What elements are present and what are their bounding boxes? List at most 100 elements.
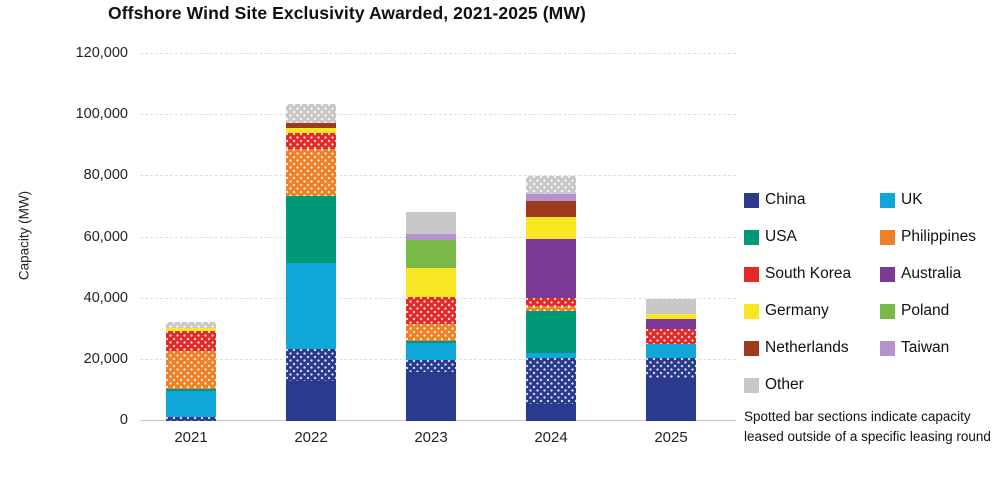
bar-segment-2025-china [646, 377, 696, 421]
bar-segment-2024-china-spotted [526, 358, 576, 404]
y-tick-label-100000: 100,000 [75, 106, 128, 123]
bar-segment-2022-netherlands [286, 123, 336, 129]
bar-segment-2021-other-spotted [166, 321, 216, 329]
bar-segment-2024-usa [526, 311, 576, 354]
bar-segment-2024-uk [526, 353, 576, 358]
gridline-80000 [140, 175, 736, 177]
legend-swatch-philippines-icon [880, 229, 895, 245]
bar-segment-2022-germany [286, 128, 336, 133]
y-tick-label-120000: 120,000 [75, 45, 128, 61]
bar-segment-2023-china [406, 372, 456, 421]
legend-item-netherlands: Netherlands [744, 339, 880, 356]
bar-segment-2025-uk [646, 343, 696, 359]
bar-segment-2021-south-korea-spotted [166, 331, 216, 351]
legend-swatch-netherlands-icon [744, 340, 759, 356]
legend-swatch-australia-icon [880, 266, 895, 282]
legend-label-philippines: Philippines [901, 228, 976, 245]
bar-2022 [286, 54, 336, 421]
bar-2021 [166, 54, 216, 421]
y-tick-label-0: 0 [119, 412, 128, 428]
legend-swatch-china-icon [744, 192, 759, 208]
legend-label-germany: Germany [765, 302, 829, 319]
legend-swatch-south-korea-icon [744, 266, 759, 282]
bar-segment-2022-other-spotted [286, 104, 336, 124]
chart-title: Offshore Wind Site Exclusivity Awarded, … [108, 3, 586, 23]
footnote: Spotted bar sections indicate capacity l… [744, 409, 991, 445]
legend-swatch-germany-icon [744, 303, 759, 319]
y-tick-label-20000: 20,000 [83, 350, 128, 367]
bar-segment-2021-philippines-spotted [166, 350, 216, 389]
plot-area [140, 53, 736, 421]
bar-2023 [406, 54, 456, 421]
bar-segment-2021-uk [166, 391, 216, 418]
bar-segment-2025-other [646, 299, 696, 314]
bar-segment-2024-other-spotted [526, 176, 576, 194]
x-tick-label-2023: 2023 [414, 429, 448, 446]
bar-segment-2024-china [526, 403, 576, 421]
bar-segment-2023-usa [406, 340, 456, 344]
bar-segment-2023-china-spotted [406, 360, 456, 373]
bar-segment-2022-china [286, 380, 336, 421]
legend-swatch-usa-icon [744, 229, 759, 245]
x-tick-label-2021: 2021 [174, 429, 208, 446]
x-tick-label-2024: 2024 [534, 429, 568, 446]
legend-label-poland: Poland [901, 302, 950, 319]
legend-item-australia: Australia [880, 265, 976, 282]
legend-item-taiwan: Taiwan [880, 339, 976, 356]
bar-segment-2022-uk [286, 262, 336, 349]
bar-segment-2023-other [406, 211, 456, 234]
legend-label-usa: USA [765, 228, 797, 245]
bar-segment-2022-china-spotted [286, 348, 336, 381]
bar-segment-2024-australia [526, 239, 576, 299]
bar-segment-2021-usa [166, 388, 216, 392]
legend-label-other: Other [765, 376, 804, 393]
legend-item-other: Other [744, 376, 880, 393]
y-tick-label-40000: 40,000 [83, 289, 128, 306]
legend-item-south-korea: South Korea [744, 265, 880, 282]
bar-segment-2023-uk [406, 343, 456, 361]
bar-segment-2023-poland [406, 239, 456, 268]
y-axis-label: Capacity (MW) [16, 190, 32, 281]
bar-segment-2022-philippines-spotted [286, 148, 336, 196]
bar-segment-2025-germany [646, 314, 696, 319]
legend: China UK USA Philippines South Korea Australi… [744, 191, 976, 393]
bar-segment-2021-germany [166, 328, 216, 332]
bar-segment-2024-taiwan [526, 193, 576, 202]
legend-swatch-poland-icon [880, 303, 895, 319]
gridline-120000 [140, 53, 736, 54]
gridline-100000 [140, 114, 736, 116]
bar-segment-2024-netherlands [526, 201, 576, 218]
legend-item-uk: UK [880, 191, 976, 208]
legend-label-south-korea: South Korea [765, 265, 852, 282]
x-tick-label-2022: 2022 [294, 429, 328, 446]
legend-label-uk: UK [901, 191, 923, 208]
legend-swatch-uk-icon [880, 192, 895, 208]
bar-segment-2025-china-spotted [646, 358, 696, 378]
legend-label-australia: Australia [901, 265, 962, 282]
bar-segment-2025-australia [646, 318, 696, 329]
legend-item-poland: Poland [880, 302, 976, 319]
legend-item-usa: USA [744, 228, 880, 245]
bar-segment-2025-south-korea-spotted [646, 328, 696, 344]
bar-segment-2021-china-spotted [166, 417, 216, 421]
legend-item-china: China [744, 191, 880, 208]
y-tick-label-80000: 80,000 [83, 167, 128, 184]
bar-2024 [526, 54, 576, 421]
y-tick-label-60000: 60,000 [83, 228, 128, 245]
legend-label-netherlands: Netherlands [765, 339, 849, 356]
bar-segment-2024-philippines-spotted [526, 306, 576, 312]
bar-segment-2022-usa [286, 195, 336, 263]
bar-segment-2022-south-korea-spotted [286, 132, 336, 149]
legend-swatch-other-icon [744, 377, 759, 393]
bar-2025 [646, 54, 696, 421]
legend-item-germany: Germany [744, 302, 880, 319]
bar-segment-2023-germany [406, 267, 456, 297]
legend-swatch-taiwan-icon [880, 340, 895, 356]
legend-label-taiwan: Taiwan [901, 339, 950, 356]
bar-segment-2023-philippines-spotted [406, 323, 456, 341]
legend-label-china: China [765, 191, 806, 208]
bar-segment-2024-germany [526, 217, 576, 240]
legend-item-philippines: Philippines [880, 228, 976, 245]
x-tick-label-2025: 2025 [654, 429, 688, 446]
